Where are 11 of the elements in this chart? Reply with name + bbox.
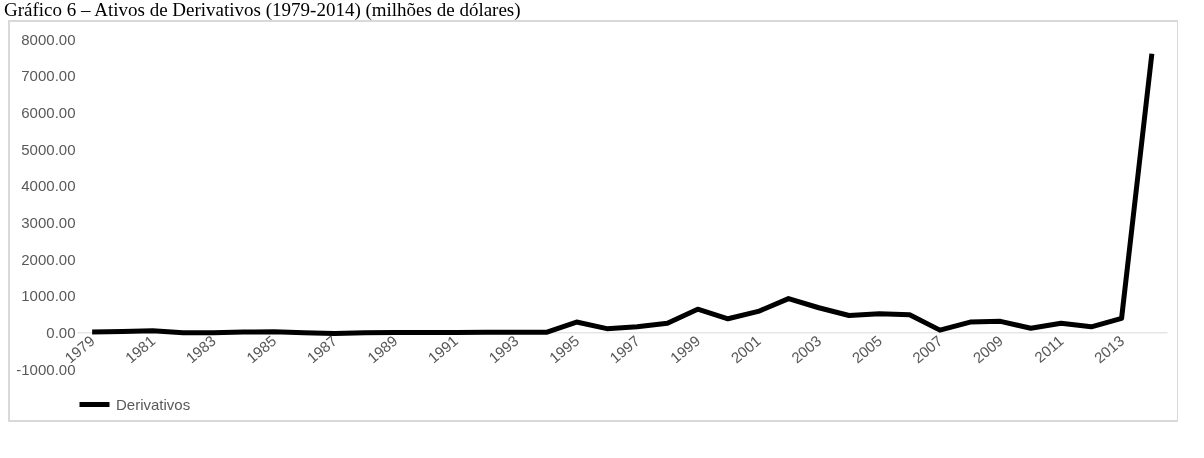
y-tick-label: 2000.00 <box>21 250 76 268</box>
chart-title: Gráfico 6 – Ativos de Derivativos (1979-2014) (milhões de dólares) <box>3 0 522 20</box>
y-tick-label: 4000.00 <box>21 177 76 195</box>
y-tick-label: 5000.00 <box>21 140 76 158</box>
y-tick-label: 1000.00 <box>21 287 76 305</box>
y-tick-label: 7000.00 <box>21 67 76 85</box>
y-tick-label: 0.00 <box>46 323 76 341</box>
y-tick-label: 8000.00 <box>21 30 76 48</box>
legend-label: Derivativos <box>116 395 191 413</box>
y-tick-label: 6000.00 <box>21 103 76 121</box>
y-tick-label: 3000.00 <box>21 213 76 231</box>
